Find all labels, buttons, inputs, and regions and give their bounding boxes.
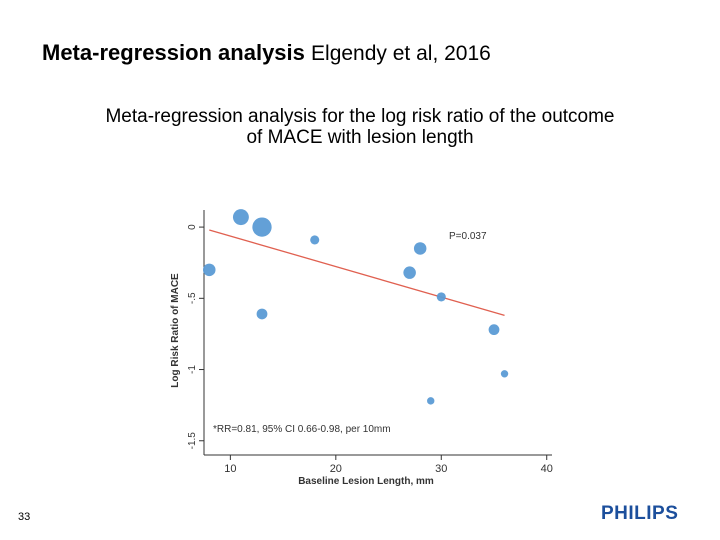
slide-title-citation: Elgendy et al, 2016	[311, 42, 491, 65]
slide-title-main: Meta-regression analysis	[42, 40, 305, 65]
data-point	[310, 235, 320, 245]
data-point	[436, 292, 446, 302]
data-point	[427, 397, 435, 405]
subtitle-line-2: of MACE with lesion length	[246, 127, 474, 148]
x-tick-label: 30	[435, 463, 447, 475]
page-number: 33	[18, 511, 31, 523]
data-point	[232, 209, 249, 226]
chart-subtitle: Meta-regression analysis for the log ris…	[40, 106, 680, 148]
y-tick-label: 0	[187, 224, 198, 230]
p-value-annotation: P=0.037	[449, 231, 487, 242]
data-point	[403, 266, 416, 279]
data-point	[500, 370, 509, 378]
rr-annotation: *RR=0.81, 95% CI 0.66-0.98, per 10mm	[213, 424, 391, 435]
data-point	[413, 242, 427, 255]
x-axis-label: Baseline Lesion Length, mm	[298, 476, 434, 487]
y-tick-label: -1.5	[187, 432, 198, 450]
subtitle-line-1: Meta-regression analysis for the log ris…	[105, 106, 615, 127]
philips-logo: PHILIPS	[601, 503, 679, 524]
data-point	[203, 263, 216, 277]
x-tick-label: 10	[224, 463, 236, 475]
slide-title: Meta-regression analysis Elgendy et al, …	[42, 40, 491, 66]
x-tick-label: 20	[330, 463, 342, 475]
x-tick-label: 40	[541, 463, 553, 475]
y-tick-label: -.5	[187, 292, 198, 304]
data-point	[488, 324, 500, 336]
y-axis-label: Log Risk Ratio of MACE	[170, 273, 181, 388]
y-tick-label: -1	[187, 365, 198, 374]
data-point	[252, 217, 272, 237]
regression-line	[209, 229, 505, 317]
data-point	[256, 308, 268, 320]
